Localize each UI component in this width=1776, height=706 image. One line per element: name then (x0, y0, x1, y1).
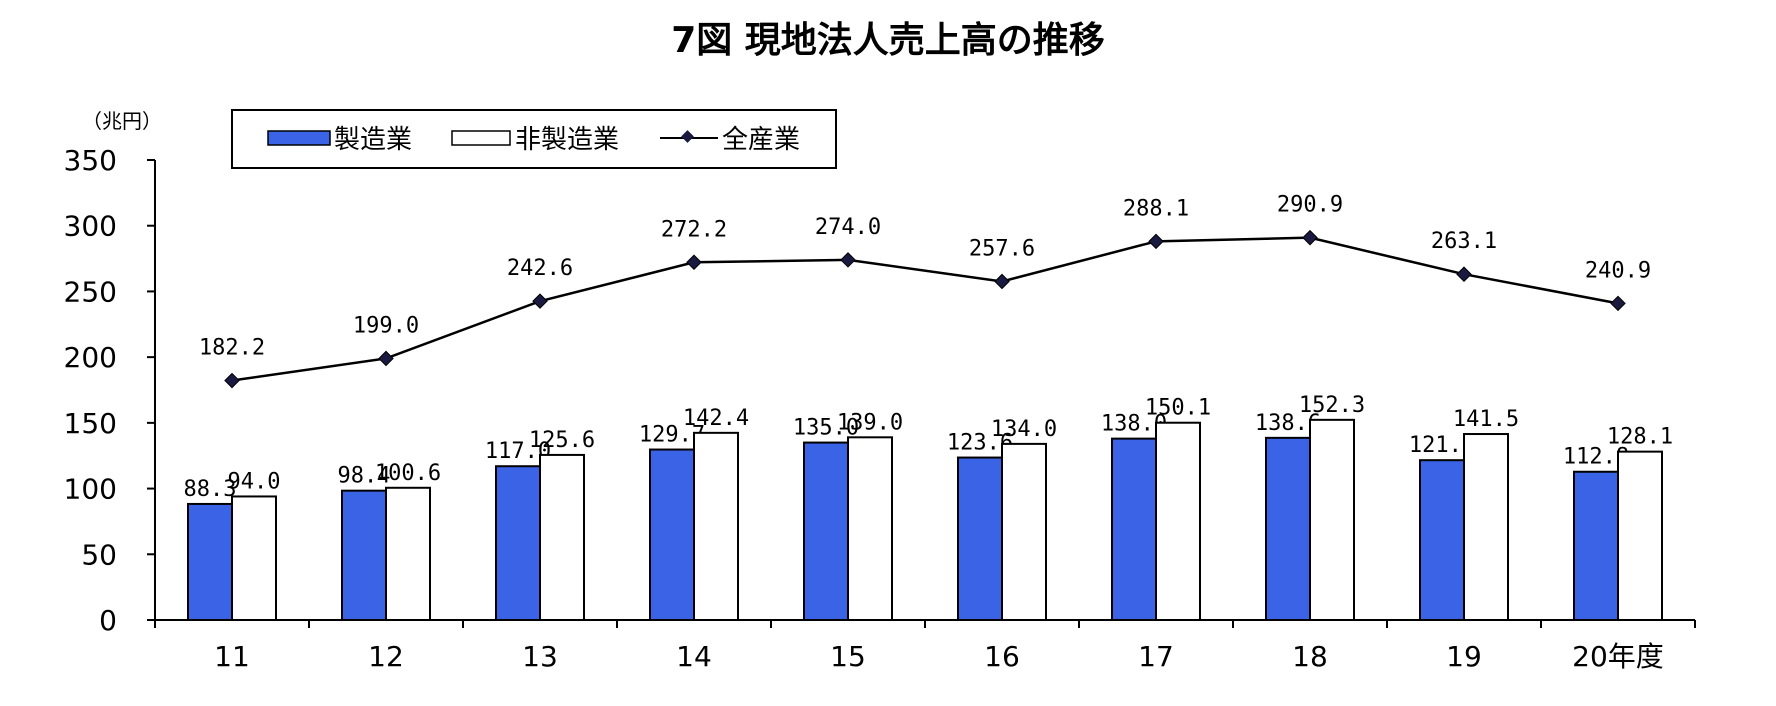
line-point (840, 252, 856, 268)
legend: 製造業 非製造業 全産業 (231, 109, 837, 169)
bar-non-manufacturing (847, 436, 893, 622)
x-tick-label: 12 (368, 640, 404, 673)
legend-swatch-non-manufacturing (451, 130, 511, 146)
bar-manufacturing (957, 456, 1003, 621)
bar-manufacturing (495, 465, 541, 621)
bar-non-manufacturing (1001, 442, 1047, 621)
data-label: 98.4 (338, 464, 391, 489)
line-point (1456, 266, 1472, 282)
line-point (994, 273, 1010, 290)
legend-label-all-industries: 全産業 (722, 125, 800, 155)
bar-non-manufacturing (539, 453, 585, 621)
legend-label-non-manufacturing: 非製造業 (515, 125, 619, 155)
data-label: 94.0 (228, 469, 281, 494)
data-label: 274.0 (815, 215, 881, 240)
data-label: 88.3 (184, 477, 237, 502)
data-label: 128.1 (1607, 425, 1673, 450)
x-tick-label: 16 (984, 640, 1020, 673)
bar-manufacturing (1419, 459, 1465, 621)
y-tick-label: 250 (64, 275, 117, 308)
y-tick-label: 200 (64, 341, 117, 374)
x-tick-label: 20年度 (1572, 640, 1664, 673)
data-label: 139.0 (837, 410, 903, 435)
y-tick-label: 0 (99, 604, 117, 637)
data-label: 141.5 (1453, 407, 1519, 432)
y-axis-unit: （兆円） (82, 109, 162, 133)
data-label: 152.3 (1299, 393, 1365, 418)
data-label: 257.6 (969, 236, 1035, 261)
line-point (1610, 295, 1626, 312)
bar-non-manufacturing (1155, 421, 1201, 621)
bar-manufacturing (1111, 437, 1157, 621)
legend-box (231, 109, 837, 169)
data-label: 290.9 (1277, 193, 1343, 218)
bar-manufacturing (1573, 470, 1619, 621)
bar-non-manufacturing (231, 495, 277, 622)
y-tick-label: 300 (64, 210, 117, 243)
data-label: 272.2 (661, 217, 727, 242)
chart-title: 7図 現地法人売上高の推移 (671, 20, 1105, 61)
x-tick-label: 13 (522, 640, 558, 673)
bar-manufacturing (649, 448, 695, 621)
y-tick-label: 100 (64, 473, 117, 506)
y-tick-label: 50 (81, 538, 117, 571)
x-tick-label: 11 (214, 640, 250, 673)
x-tick-label: 19 (1446, 640, 1482, 673)
line-point (1302, 229, 1318, 246)
data-label: 288.1 (1123, 196, 1189, 221)
y-tick-label: 150 (64, 407, 117, 440)
bar-non-manufacturing (385, 486, 431, 622)
bar-manufacturing (1265, 436, 1311, 621)
data-label: 134.0 (991, 417, 1057, 442)
x-tick-label: 18 (1292, 640, 1328, 673)
bar-manufacturing (187, 502, 233, 622)
line-point (686, 254, 702, 271)
bar-non-manufacturing (1617, 450, 1663, 622)
x-tick-label: 17 (1138, 640, 1174, 673)
line-all-industries (231, 236, 1619, 382)
plot-area: 0 50 100 150 200 250 300 350 88.394.0 11 98.4100.6… (64, 144, 1696, 673)
line-point (378, 350, 394, 367)
data-label: 199.0 (353, 313, 419, 338)
bar-manufacturing (803, 441, 849, 622)
legend-label-manufacturing: 製造業 (334, 125, 412, 155)
bar-non-manufacturing (1309, 418, 1355, 621)
legend-swatch-manufacturing (267, 130, 331, 146)
line-point (224, 372, 240, 389)
line-point (532, 293, 548, 309)
x-tick-label: 14 (676, 640, 712, 673)
data-label: 242.6 (507, 256, 573, 281)
bar-non-manufacturing (693, 431, 739, 621)
data-label: 125.6 (529, 428, 595, 453)
data-label: 150.1 (1145, 396, 1211, 421)
data-label: 263.1 (1431, 229, 1497, 254)
bar-manufacturing (341, 489, 387, 621)
data-label: 100.6 (375, 461, 441, 486)
data-label: 240.9 (1585, 258, 1651, 283)
x-tick-label: 15 (830, 640, 866, 673)
data-label: 182.2 (199, 336, 265, 361)
data-label: 142.4 (683, 406, 749, 431)
line-point (1148, 233, 1164, 250)
y-tick-label: 350 (64, 144, 117, 177)
bar-non-manufacturing (1463, 433, 1509, 621)
